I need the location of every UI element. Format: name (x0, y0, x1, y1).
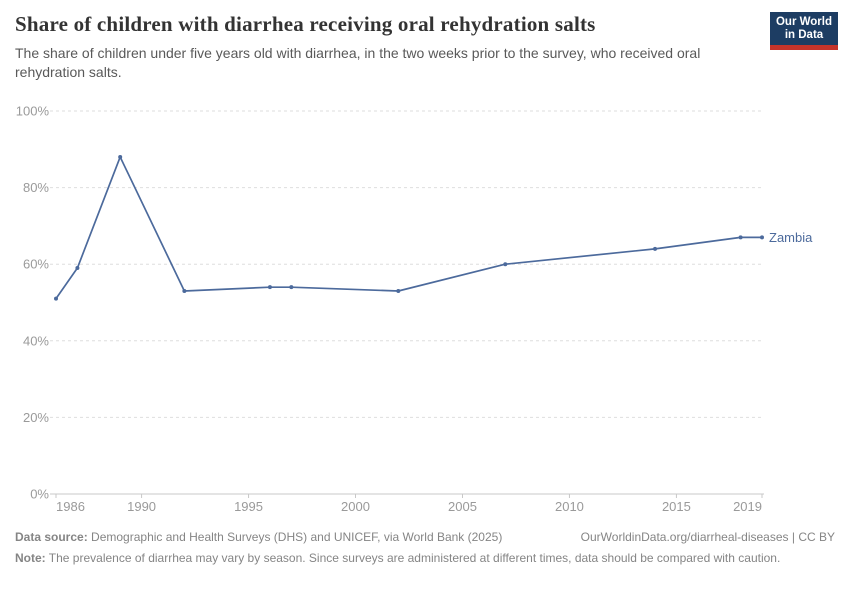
x-tick-label: 1995 (234, 499, 263, 514)
note-text: The prevalence of diarrhea may vary by s… (48, 551, 781, 565)
y-tick-label: 60% (23, 257, 49, 272)
entity-label[interactable]: Zambia (769, 230, 813, 245)
data-point[interactable] (54, 296, 58, 301)
chart-note: Note: The prevalence of diarrhea may var… (15, 550, 810, 567)
data-point[interactable] (267, 285, 272, 290)
data-point[interactable] (396, 289, 401, 294)
y-tick-label: 0% (30, 487, 49, 502)
owid-license-link[interactable]: OurWorldinData.org/diarrheal-diseases | … (580, 530, 835, 544)
x-tick-label: 1986 (56, 499, 85, 514)
data-point[interactable] (289, 285, 294, 290)
chart-header: Share of children with diarrhea receivin… (0, 0, 850, 82)
note-label: Note: (15, 551, 46, 565)
series-line[interactable] (55, 156, 763, 300)
y-tick-label: 100% (16, 104, 50, 119)
x-tick-label: 2000 (341, 499, 370, 514)
data-point[interactable] (75, 266, 80, 271)
owid-logo[interactable]: Our World in Data (770, 12, 838, 50)
y-tick-label: 40% (23, 333, 49, 348)
owid-logo-line2: in Data (784, 29, 824, 41)
data-point[interactable] (738, 235, 743, 240)
chart-subtitle: The share of children under five years o… (15, 45, 701, 80)
data-source-text: Demographic and Health Surveys (DHS) and… (91, 530, 503, 544)
x-tick-label: 2019 (733, 499, 762, 514)
x-tick-label: 1990 (127, 499, 156, 514)
chart-title: Share of children with diarrhea receivin… (15, 12, 596, 36)
data-point[interactable] (760, 235, 764, 240)
footer: Data source: Demographic and Health Surv… (15, 529, 835, 567)
data-point[interactable] (653, 246, 658, 251)
data-source-label: Data source: (15, 530, 88, 544)
x-tick-label: 2015 (662, 499, 691, 514)
chart-canvas[interactable]: 0% 20% 40% 60% 80% 100% 1986 1990 1995 2000 2005 20… (0, 100, 850, 530)
owid-logo-line1: Our World (775, 16, 832, 28)
data-source-line: Data source: Demographic and Health Surv… (15, 529, 502, 546)
data-point[interactable] (118, 154, 123, 159)
y-tick-label: 20% (23, 410, 49, 425)
data-point[interactable] (503, 262, 508, 267)
x-tick-label: 2010 (555, 499, 584, 514)
data-point[interactable] (182, 289, 187, 294)
x-tick-label: 2005 (448, 499, 477, 514)
y-tick-label: 80% (23, 180, 49, 195)
